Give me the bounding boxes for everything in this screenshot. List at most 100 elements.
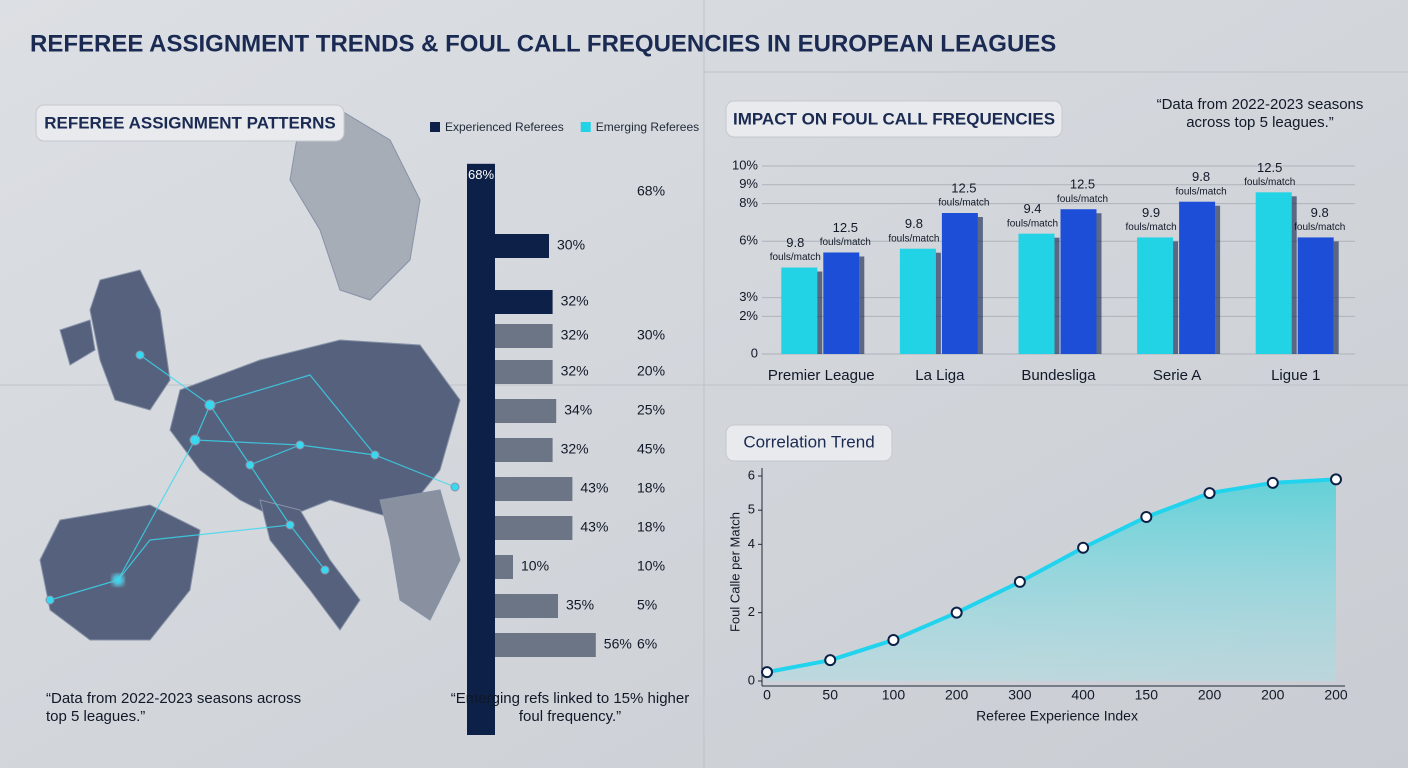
x-tick-label: Premier League	[768, 367, 875, 384]
annotation: 9.9	[1142, 205, 1160, 220]
map-region	[59, 319, 96, 366]
column-label: 20%	[637, 363, 665, 379]
annotation-unit: fouls/match	[1176, 186, 1227, 197]
x-tick-label: 150	[1135, 687, 1159, 703]
bar-side	[977, 217, 983, 354]
point	[1077, 541, 1090, 554]
node	[204, 399, 216, 411]
column-label: 5%	[637, 597, 657, 613]
annotation-unit: fouls/match	[770, 252, 821, 263]
node	[111, 573, 125, 587]
bar	[495, 234, 549, 258]
map-region	[259, 499, 361, 631]
value-label: 43%	[580, 519, 608, 535]
map-region	[379, 489, 461, 621]
node	[295, 440, 305, 450]
y-tick-label: 9%	[739, 176, 758, 191]
x-tick-label: 50	[822, 687, 838, 703]
bar	[495, 594, 558, 618]
x-tick-label: 0	[763, 687, 771, 703]
chart-note: “Emerging refs linked to 15% higher foul…	[450, 690, 690, 725]
bar	[495, 360, 553, 384]
y-tick-label: 6	[748, 467, 755, 482]
bar-side	[935, 252, 941, 354]
x-tick-label: 200	[945, 687, 969, 703]
point	[950, 606, 963, 619]
column-label: 18%	[637, 519, 665, 535]
map-region	[89, 269, 171, 411]
y-tick-label: 8%	[739, 195, 758, 210]
bar	[495, 399, 557, 423]
annotation-unit: fouls/match	[938, 198, 989, 209]
node	[189, 434, 201, 446]
map-region	[289, 109, 421, 301]
annotation-unit: fouls/match	[888, 233, 939, 244]
x-tick-label: 200	[1198, 687, 1222, 703]
bar	[1179, 201, 1216, 354]
trend-line	[766, 477, 1337, 675]
node	[245, 460, 255, 470]
annotation-unit: fouls/match	[1294, 222, 1345, 233]
y-axis-label: Foul Calle per Match	[727, 512, 742, 632]
point	[1203, 487, 1216, 500]
bar	[823, 252, 860, 354]
value-label: 32%	[561, 441, 589, 457]
value-label: 35%	[566, 597, 594, 613]
value-label: 30%	[557, 237, 585, 253]
annotation: 9.8	[1311, 205, 1329, 220]
annotation: 12.5	[951, 180, 976, 195]
y-tick-label: 3%	[739, 289, 758, 304]
panel-title: IMPACT ON FOUL CALL FREQUENCIES	[733, 109, 1055, 128]
point	[824, 654, 837, 667]
node	[450, 482, 460, 492]
x-tick-label: 100	[882, 687, 906, 703]
annotation: 9.4	[1023, 201, 1041, 216]
column-label: 6%	[637, 636, 657, 652]
annotation: 9.8	[1192, 169, 1210, 184]
bar-side	[1054, 237, 1060, 354]
bar	[1297, 237, 1334, 354]
value-label: 10%	[521, 558, 549, 574]
x-axis-label: Referee Experience Index	[976, 708, 1138, 724]
bar	[495, 438, 553, 462]
bar	[1137, 237, 1174, 354]
bar-side	[1215, 205, 1221, 354]
bar	[495, 555, 513, 579]
annotation-unit: fouls/match	[820, 237, 871, 248]
map-note: “Data from 2022-2023 seasons across top …	[46, 690, 302, 725]
y-tick-label: 6%	[739, 233, 758, 248]
annotation-unit: fouls/match	[1007, 218, 1058, 229]
legend-label: Emerging Referees	[596, 120, 699, 134]
x-tick-label: Ligue 1	[1271, 367, 1320, 384]
column-label: 25%	[637, 402, 665, 418]
bar	[495, 633, 596, 657]
bar-side	[859, 256, 865, 354]
panel-header	[35, 104, 345, 142]
y-tick-label: 0	[751, 345, 758, 360]
bar	[1018, 233, 1055, 354]
annotation-unit: fouls/match	[1244, 177, 1295, 188]
bar	[495, 477, 573, 501]
node	[135, 350, 145, 360]
value-label: 32%	[561, 327, 589, 343]
x-tick-label: 200	[1261, 687, 1285, 703]
bar	[495, 290, 553, 314]
value-label: 68%	[468, 167, 494, 182]
node	[285, 520, 295, 530]
bar-side	[1173, 241, 1179, 354]
value-label: 56%	[604, 636, 632, 652]
main-title: REFEREE ASSIGNMENT TRENDS & FOUL CALL FR…	[30, 30, 1056, 57]
x-tick-label: 400	[1071, 687, 1095, 703]
column-label: 45%	[637, 441, 665, 457]
annotation-unit: fouls/match	[1057, 194, 1108, 205]
y-tick-label: 0	[748, 672, 755, 687]
area	[767, 479, 1336, 681]
bar	[467, 163, 495, 736]
annotation: 12.5	[833, 220, 858, 235]
bar-side	[1333, 241, 1339, 354]
bar	[1255, 192, 1292, 354]
y-tick-label: 4	[748, 536, 755, 551]
value-label: 34%	[564, 402, 592, 418]
panel-title: Correlation Trend	[743, 432, 874, 451]
